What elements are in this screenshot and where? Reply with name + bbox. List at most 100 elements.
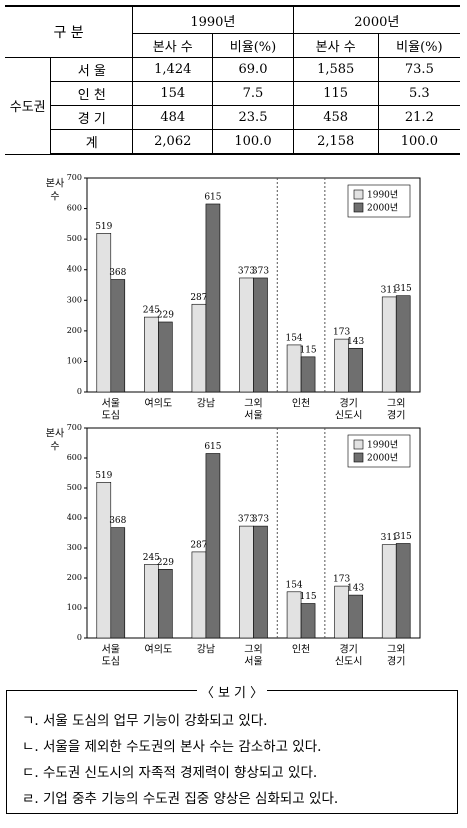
cell: 1,424 — [132, 57, 214, 82]
y-axis-label: 수 — [50, 191, 59, 203]
data-row: 수도권 서 울 1,424 69.0 1,585 73.5 — [5, 57, 460, 155]
value-label: 229 — [157, 310, 174, 320]
bar — [253, 277, 268, 393]
y-tick-label: 0 — [77, 387, 82, 396]
bar — [239, 525, 254, 639]
value-label: 368 — [109, 268, 126, 278]
bar — [253, 525, 268, 639]
y-tick-label: 700 — [67, 173, 82, 182]
y-tick-label: 300 — [67, 295, 82, 304]
value-label: 311 — [381, 533, 398, 543]
cell: 7.5 — [212, 81, 294, 106]
box-title-text: 〈 보 기 〉 — [196, 686, 268, 701]
value-label: 173 — [333, 328, 350, 338]
value-label: 368 — [109, 516, 126, 526]
x-tick-label: 강남 — [197, 398, 215, 410]
legend-label: 1990년 — [367, 440, 398, 451]
x-tick-label: 그외 — [244, 644, 262, 656]
cell: 154 — [132, 81, 214, 106]
y-tick-label: 600 — [67, 453, 82, 462]
x-tick-label: 그외 — [244, 398, 262, 410]
bar — [205, 453, 221, 639]
header-cell: 2000년 — [292, 5, 460, 34]
value-label: 519 — [95, 222, 112, 232]
x-tick-label: 그외 — [387, 644, 405, 656]
bar — [96, 233, 112, 393]
value-label: 373 — [252, 515, 269, 525]
value-label: 287 — [190, 293, 207, 303]
header-cell: 비율(%) — [212, 33, 294, 58]
y-tick-label: 400 — [67, 513, 82, 522]
value-label: 154 — [285, 333, 302, 343]
x-tick-label: 인천 — [292, 644, 310, 656]
bar — [205, 203, 221, 393]
value-label: 154 — [285, 580, 302, 590]
legend-swatch — [353, 439, 364, 450]
x-tick-label: 경기 — [387, 655, 405, 668]
cell: 23.5 — [212, 105, 294, 130]
bar — [239, 277, 254, 393]
bar — [110, 279, 126, 393]
group-cell: 수도권 — [5, 57, 52, 155]
y-tick-label: 300 — [67, 543, 82, 552]
x-tick-label: 경기 — [387, 409, 405, 422]
cell: 484 — [132, 105, 214, 130]
value-label: 143 — [347, 337, 364, 347]
x-tick-label: 강남 — [197, 644, 215, 656]
y-tick-label: 200 — [67, 326, 82, 335]
y-tick-label: 200 — [67, 573, 82, 582]
cell: 21.2 — [377, 105, 460, 130]
legend-swatch — [353, 189, 364, 200]
data-row: 계 2,062 100.0 2,158 100.0 — [5, 129, 460, 155]
x-tick-label: 서울 — [244, 656, 262, 668]
value-label: 173 — [333, 575, 350, 585]
bar — [144, 316, 159, 393]
data-table: 구 분 1990년 2000년 본사 수 비율(%) 본사 수 비율(%) 수도권 서 울 1,4… — [5, 5, 460, 155]
value-label: 143 — [347, 584, 364, 594]
x-tick-label: 서울 — [244, 410, 262, 422]
value-label: 311 — [381, 285, 398, 295]
cell: 2,158 — [292, 129, 379, 155]
bar — [348, 347, 363, 393]
y-tick-label: 600 — [67, 204, 82, 213]
y-tick-label: 0 — [77, 633, 82, 642]
charts: 본사수0100200300400500600700서울도심519368여의도24… — [46, 173, 421, 668]
x-tick-label: 도심 — [102, 656, 120, 668]
cell: 1,585 — [292, 57, 379, 82]
bar — [158, 568, 173, 639]
value-label: 519 — [95, 471, 112, 481]
cell: 73.5 — [377, 57, 460, 82]
x-tick-label: 인천 — [292, 398, 310, 410]
y-axis-label: 본사 — [46, 428, 64, 440]
value-label: 115 — [299, 345, 316, 355]
choice-item: ㄹ. 기업 중추 기능의 수도권 집중 양상은 심화되고 있다. — [22, 791, 339, 807]
x-tick-label: 경기 — [339, 643, 357, 656]
bar — [144, 564, 159, 639]
value-label: 287 — [190, 540, 207, 550]
bar — [96, 481, 112, 639]
cell: 100.0 — [377, 129, 460, 155]
legend-swatch — [353, 202, 364, 213]
value-label: 373 — [252, 266, 269, 276]
x-tick-label: 서울 — [102, 398, 120, 410]
bar — [300, 603, 316, 639]
y-axis-label: 본사 — [46, 178, 64, 190]
bar — [110, 527, 126, 639]
header-cell: 본사 수 — [292, 33, 379, 58]
choice-box: 〈 보 기 〉 ㄱ. 서울 도심의 업무 기능이 강화되고 있다. ㄴ. 서울을 … — [6, 686, 458, 814]
cell: 계 — [50, 129, 134, 155]
header-row: 본사 수 비율(%) 본사 수 비율(%) — [5, 33, 460, 58]
choice-item: ㄷ. 수도권 신도시의 자족적 경제력이 향상되고 있다. — [22, 765, 318, 781]
value-label: 373 — [238, 266, 255, 276]
legend-label: 1990년 — [367, 190, 398, 201]
value-label: 615 — [204, 192, 221, 202]
value-label: 315 — [395, 284, 412, 294]
bar — [334, 338, 349, 393]
value-label: 115 — [299, 592, 316, 602]
data-row: 인 천 154 7.5 115 5.3 — [5, 81, 460, 106]
x-tick-label: 서울 — [102, 644, 120, 656]
value-label: 245 — [143, 306, 160, 316]
data-row: 경 기 484 23.5 458 21.2 — [5, 105, 460, 130]
bar — [191, 303, 207, 393]
